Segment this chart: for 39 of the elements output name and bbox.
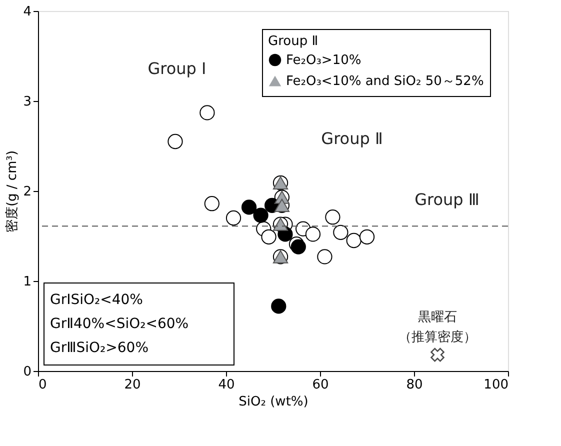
annotation: GrⅡ40%<SiO₂<60%: [50, 316, 189, 332]
point: [200, 105, 215, 120]
point: [204, 196, 220, 212]
point: [333, 224, 348, 240]
point: [317, 249, 332, 264]
point: [430, 348, 444, 362]
annotation: （推算密度）: [398, 328, 476, 345]
point: [359, 229, 375, 244]
legend-label: Fe₂O₃<10% and SiO₂ 50～52%: [286, 74, 484, 89]
x-tick-label: 40: [218, 378, 235, 392]
point: [261, 229, 276, 244]
legend-title: Group Ⅱ: [268, 34, 318, 49]
x-tick-label: 20: [124, 378, 141, 392]
annotation: 黒曜石: [418, 310, 457, 325]
point: [226, 210, 242, 226]
point: [271, 298, 286, 314]
annotation: Group Ⅰ: [148, 59, 206, 78]
y-axis-title: 密度(g / cm³): [4, 150, 20, 233]
x-tick-label: 80: [406, 378, 423, 392]
y-tick-label: 0: [23, 364, 32, 380]
y-tick-label: 4: [23, 4, 32, 20]
point: [241, 200, 257, 215]
x-tick-label: 0: [38, 378, 47, 392]
point: [305, 226, 321, 242]
point: [346, 232, 362, 248]
legend-label: Fe₂O₃>10%: [286, 53, 362, 68]
annotation: GrⅠSiO₂<40%: [50, 292, 143, 308]
annotation: Group Ⅱ: [321, 129, 383, 148]
x-axis-title: SiO₂ (wt%): [238, 394, 308, 410]
annotation: GrⅢSiO₂>60%: [50, 340, 149, 356]
point: [168, 134, 183, 150]
x-tick-label: 100: [484, 378, 508, 392]
point: [325, 210, 340, 225]
annotation: Group Ⅲ: [414, 190, 480, 209]
y-tick-label: 2: [23, 184, 32, 200]
y-tick-label: 3: [23, 94, 32, 110]
y-tick-label: 1: [23, 274, 32, 290]
point: [253, 208, 268, 223]
x-tick-label: 60: [312, 378, 329, 392]
